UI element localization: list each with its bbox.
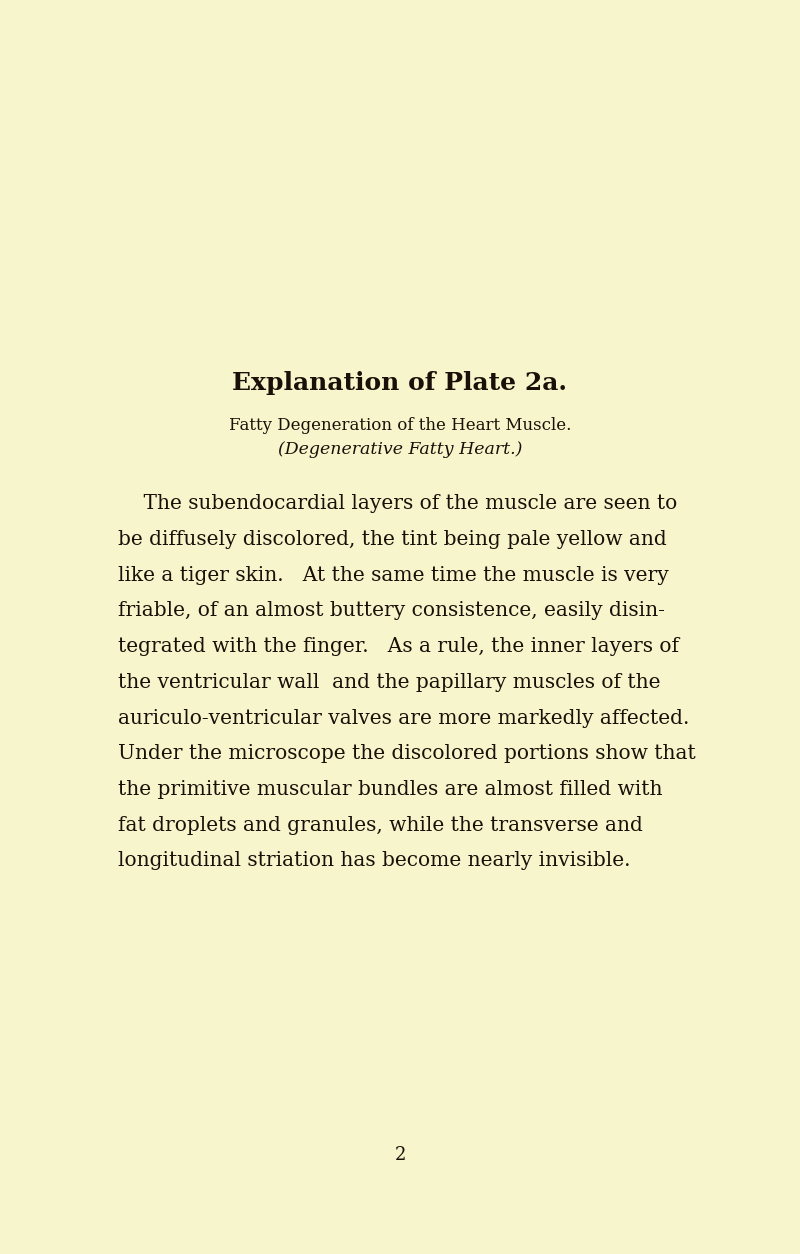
Text: the ventricular wall  and the papillary muscles of the: the ventricular wall and the papillary m… — [118, 672, 661, 692]
Text: friable, of an almost buttery consistence, easily disin-: friable, of an almost buttery consistenc… — [118, 601, 666, 621]
Text: like a tiger skin.   At the same time the muscle is very: like a tiger skin. At the same time the … — [118, 566, 669, 584]
Text: auriculo-ventricular valves are more markedly affected.: auriculo-ventricular valves are more mar… — [118, 709, 690, 727]
Text: Under the microscope the discolored portions show that: Under the microscope the discolored port… — [118, 745, 696, 764]
Text: the primitive muscular bundles are almost filled with: the primitive muscular bundles are almos… — [118, 780, 663, 799]
Text: Explanation of Plate 2a.: Explanation of Plate 2a. — [233, 371, 567, 395]
Text: tegrated with the finger.   As a rule, the inner layers of: tegrated with the finger. As a rule, the… — [118, 637, 679, 656]
Text: (Degenerative Fatty Heart.): (Degenerative Fatty Heart.) — [278, 440, 522, 458]
Text: longitudinal striation has become nearly invisible.: longitudinal striation has become nearly… — [118, 851, 631, 870]
Text: Fatty Degeneration of the Heart Muscle.: Fatty Degeneration of the Heart Muscle. — [229, 416, 571, 434]
Text: The subendocardial layers of the muscle are seen to: The subendocardial layers of the muscle … — [118, 494, 678, 513]
Text: 2: 2 — [394, 1146, 406, 1164]
Text: be diffusely discolored, the tint being pale yellow and: be diffusely discolored, the tint being … — [118, 529, 667, 549]
Text: fat droplets and granules, while the transverse and: fat droplets and granules, while the tra… — [118, 816, 643, 835]
